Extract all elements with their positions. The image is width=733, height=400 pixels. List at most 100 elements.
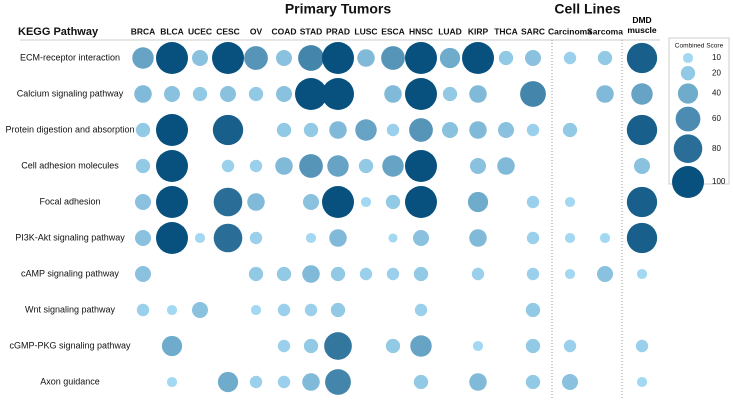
bubble [563, 339, 577, 353]
column-label: Carcinoma [548, 26, 592, 36]
bubble [212, 42, 244, 74]
bubble [636, 268, 648, 280]
bubble [405, 42, 437, 74]
bubble [213, 223, 243, 253]
column-label: KIRP [468, 26, 489, 36]
bubble [469, 85, 487, 103]
column-label: LUSC [354, 26, 377, 36]
bubble [135, 122, 151, 138]
row-label: ECM-receptor interaction [20, 52, 120, 62]
bubble [302, 265, 320, 283]
bubble [249, 375, 263, 389]
row-label: cAMP signaling pathway [21, 268, 119, 278]
bubble [276, 266, 292, 282]
row-header: KEGG Pathway [18, 26, 99, 38]
bubble [217, 371, 239, 393]
bubble [388, 233, 398, 243]
legend-bubble [675, 106, 701, 132]
bubble [462, 42, 494, 74]
row-label: Cell adhesion molecules [21, 160, 119, 170]
bubble [413, 230, 429, 246]
bubble [525, 374, 541, 390]
bubble [472, 340, 484, 352]
bubble [626, 42, 658, 74]
bubble [305, 232, 317, 244]
bubble [497, 157, 515, 175]
bubble [626, 186, 658, 218]
bubble [414, 303, 428, 317]
row-label: Focal adhesion [39, 196, 100, 206]
bubble [330, 266, 346, 282]
bubble [597, 266, 613, 282]
bubble [520, 81, 546, 107]
column-label: DMD muscle [627, 15, 657, 35]
bubble [563, 51, 577, 65]
bubble [156, 114, 188, 146]
bubble [631, 83, 653, 105]
bubble [249, 231, 263, 245]
bubble [385, 338, 401, 354]
legend-bubble [677, 83, 699, 104]
bubble [597, 50, 613, 66]
bubble [599, 232, 611, 244]
bubble [192, 86, 208, 102]
bubble [194, 232, 206, 244]
bubble [303, 338, 319, 354]
bubble [405, 186, 437, 218]
bubble [295, 78, 327, 110]
row-label: Wnt signaling pathway [25, 304, 116, 314]
column-label: SARC [521, 26, 545, 36]
bubble [135, 158, 151, 174]
bubble [249, 159, 263, 173]
bubble [276, 50, 292, 66]
group-label: Primary Tumors [285, 1, 392, 17]
bubble [329, 229, 347, 247]
column-label: BRCA [131, 26, 156, 36]
bubble [525, 302, 541, 318]
bubble [526, 123, 540, 137]
bubble [166, 304, 178, 316]
bubble [357, 49, 375, 67]
bubble [161, 335, 183, 357]
bubble [564, 196, 576, 208]
bubble [386, 123, 400, 137]
bubble [277, 375, 291, 389]
bubble [626, 222, 658, 254]
bubble [526, 267, 540, 281]
column-label-box: DMD muscle [627, 15, 657, 35]
bubble [360, 196, 372, 208]
bubble [409, 118, 433, 142]
legend-title: Combined Score [675, 43, 724, 50]
bubble [410, 335, 432, 357]
legend-label: 40 [712, 89, 721, 98]
bubble [192, 302, 208, 318]
column-label: CESC [216, 26, 240, 36]
column-label: PRAD [326, 26, 350, 36]
bubble [471, 267, 485, 281]
bubble [386, 267, 400, 281]
bubble [298, 45, 324, 71]
bubble [413, 374, 429, 390]
bubble [277, 303, 291, 317]
legend-bubble [673, 134, 703, 164]
bubble [355, 119, 377, 141]
bubble [135, 194, 151, 210]
bubble [276, 122, 292, 138]
bubble [156, 150, 188, 182]
bubble [322, 78, 354, 110]
bubble [634, 158, 650, 174]
bubble [636, 376, 648, 388]
bubble [156, 222, 188, 254]
bubble [467, 191, 489, 213]
bubble [525, 338, 541, 354]
bubble [329, 121, 347, 139]
bubble [635, 339, 649, 353]
row-label: Protein digestion and absorption [5, 124, 134, 134]
bubble [439, 47, 461, 69]
bubble [135, 230, 151, 246]
bubble [134, 85, 152, 103]
bubble [322, 186, 354, 218]
column-label: Sarcoma [587, 26, 623, 36]
legend-bubble [682, 52, 694, 64]
bubble [302, 373, 320, 391]
